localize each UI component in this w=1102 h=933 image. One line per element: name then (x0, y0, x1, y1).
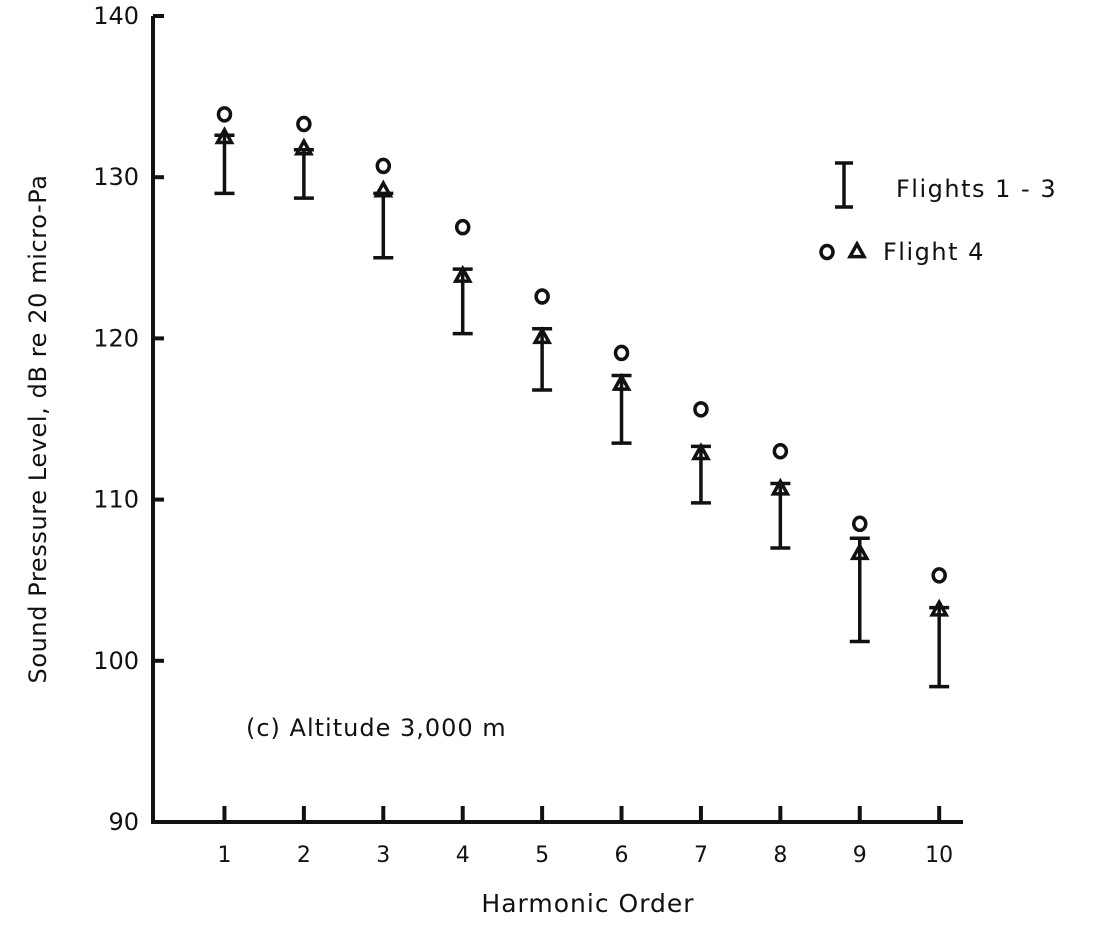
triangle-point (611, 372, 632, 391)
circle-point (931, 567, 947, 584)
triangle-point (293, 137, 314, 156)
error-bar (929, 605, 950, 689)
circle-point (852, 515, 868, 533)
circle-point (454, 218, 471, 236)
triangle-point (532, 326, 553, 345)
triangle-point (373, 179, 394, 198)
error-bar (214, 133, 235, 196)
annotation-label: (c) Altitude 3,000 m (246, 714, 507, 742)
triangle-point (770, 477, 791, 496)
legend: Flights 1 - 3 Flight 4 (819, 161, 1057, 266)
circle-point (296, 115, 312, 133)
x-tick-label: 7 (694, 843, 708, 868)
x-tick-label: 5 (535, 843, 549, 868)
error-bar (532, 326, 553, 392)
circle-point (613, 344, 630, 362)
triangle-point (452, 264, 473, 283)
x-tick-label: 9 (853, 843, 867, 868)
legend-circle-marker (819, 243, 835, 261)
y-tick-label: 90 (108, 808, 139, 836)
y-tick-label: 120 (93, 324, 139, 352)
axis-ticks: 90 100 110 120 130 140 1 2 3 4 5 6 7 8 9 10 (93, 2, 953, 868)
legend-item-flight-4: Flight 4 (819, 238, 985, 266)
x-tick-label: 1 (217, 843, 231, 868)
x-tick-label: 4 (456, 843, 470, 868)
x-tick-label: 10 (925, 843, 953, 868)
y-tick-label: 110 (93, 486, 139, 514)
error-bar (373, 191, 394, 260)
circle-point (534, 288, 550, 305)
x-tick-label: 3 (376, 843, 390, 868)
axes (151, 16, 963, 824)
data-marks (214, 106, 950, 689)
error-bar (849, 536, 870, 644)
circle-point (375, 157, 392, 175)
circle-point (772, 442, 789, 460)
triangle-point (690, 442, 711, 461)
y-tick-label: 100 (93, 647, 139, 675)
triangle-point (214, 126, 235, 145)
circle-point (693, 401, 709, 418)
triangle-point (849, 542, 870, 561)
error-bar (293, 148, 314, 200)
triangle-point (929, 598, 950, 617)
legend-item-flights-1-3: Flights 1 - 3 (835, 161, 1057, 209)
y-axis-title: Sound Pressure Level, dB re 20 micro-Pa (24, 174, 52, 683)
legend-label: Flights 1 - 3 (896, 175, 1057, 203)
legend-triangle-marker (847, 240, 867, 259)
chart-labels: Harmonic Order Sound Pressure Level, dB r… (24, 174, 694, 918)
x-tick-label: 6 (615, 843, 629, 868)
x-axis-title: Harmonic Order (481, 889, 694, 918)
y-tick-label: 130 (93, 163, 139, 191)
y-tick-label: 140 (93, 2, 139, 30)
x-tick-label: 2 (297, 843, 311, 868)
x-tick-label: 8 (773, 843, 787, 868)
legend-label: Flight 4 (883, 238, 985, 266)
circle-point (216, 106, 233, 123)
